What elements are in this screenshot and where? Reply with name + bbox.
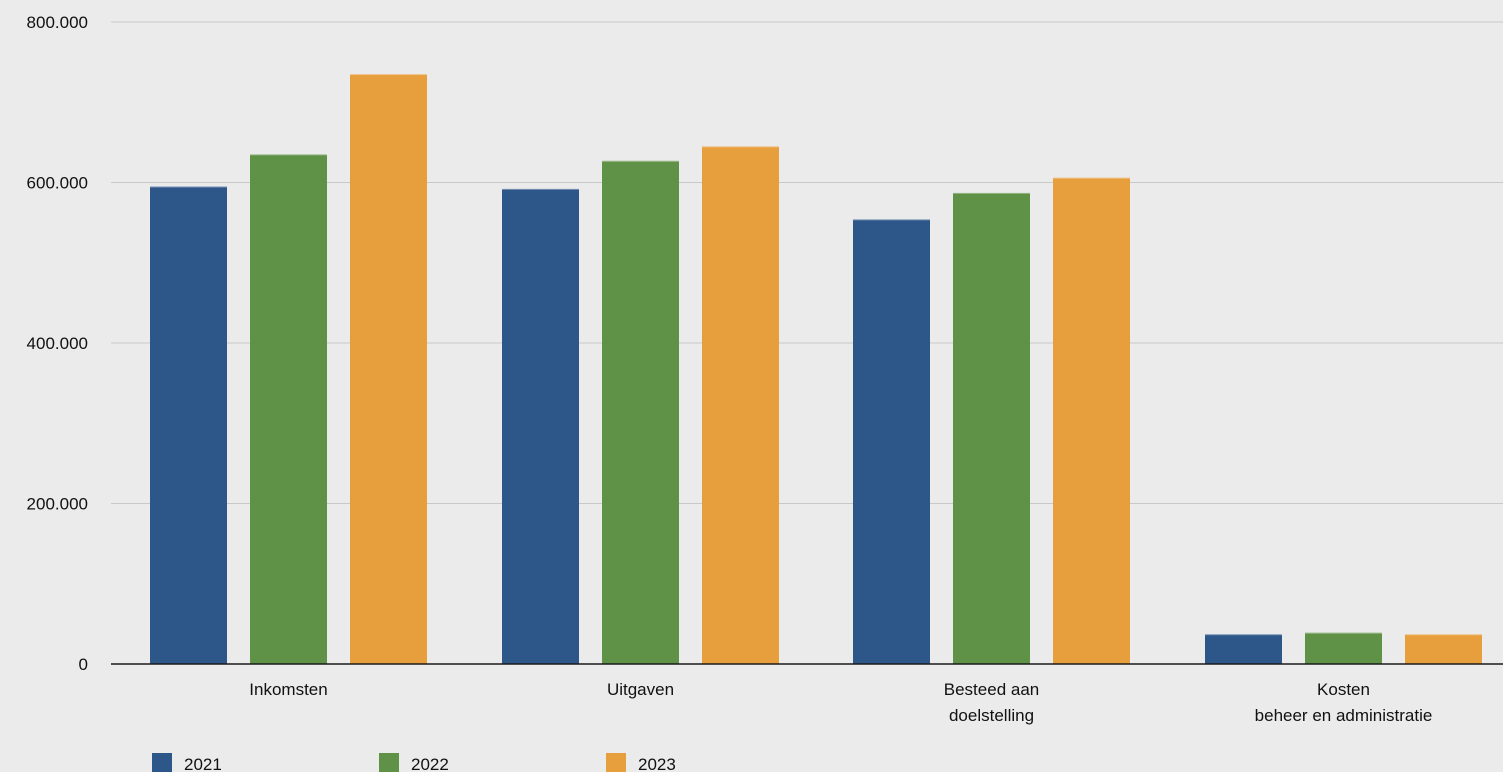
legend-label: 2021 — [184, 755, 222, 772]
y-tick-label: 0 — [79, 655, 88, 674]
x-category-label: Uitgaven — [607, 680, 674, 699]
y-tick-label: 800.000 — [27, 13, 88, 32]
bars — [150, 74, 1482, 665]
bar-2023-2 — [702, 146, 779, 664]
legend-label: 2023 — [638, 755, 676, 772]
legend-swatch — [379, 753, 399, 772]
bar-2023-1 — [350, 74, 427, 665]
bar-2021-2 — [502, 188, 579, 665]
legend-swatch — [606, 753, 626, 772]
legend-item-2021: 2021 — [152, 753, 222, 772]
x-category-label: beheer en administratie — [1255, 706, 1433, 725]
x-category-label: Inkomsten — [249, 680, 327, 699]
bar-2022-3 — [953, 192, 1030, 664]
grid-lines — [111, 21, 1503, 504]
bar-2022-4 — [1305, 632, 1382, 664]
category-labels: Inkomsten Uitgaven Besteed aan doelstelling… — [249, 680, 1432, 725]
x-category-label: Kosten — [1317, 680, 1370, 699]
legend: 2021 2022 2023 — [152, 753, 676, 772]
x-category-label: Besteed aan — [944, 680, 1039, 699]
bar-2021-4 — [1205, 634, 1282, 664]
y-tick-label: 200.000 — [27, 495, 88, 514]
x-category-label: doelstelling — [949, 706, 1034, 725]
legend-swatch — [152, 753, 172, 772]
bar-2023-4 — [1405, 634, 1482, 664]
bar-2022-2 — [602, 160, 679, 664]
bar-2021-3 — [853, 219, 930, 665]
legend-item-2023: 2023 — [606, 753, 676, 772]
y-tick-label: 400.000 — [27, 334, 88, 353]
bar-2022-1 — [250, 154, 327, 664]
y-tick-label: 600.000 — [27, 174, 88, 193]
legend-label: 2022 — [411, 755, 449, 772]
y-axis-tick-labels: 0 200.000 400.000 600.000 800.000 — [27, 13, 88, 674]
bar-2023-3 — [1053, 177, 1130, 664]
bar-2021-1 — [150, 186, 227, 664]
legend-item-2022: 2022 — [379, 753, 449, 772]
